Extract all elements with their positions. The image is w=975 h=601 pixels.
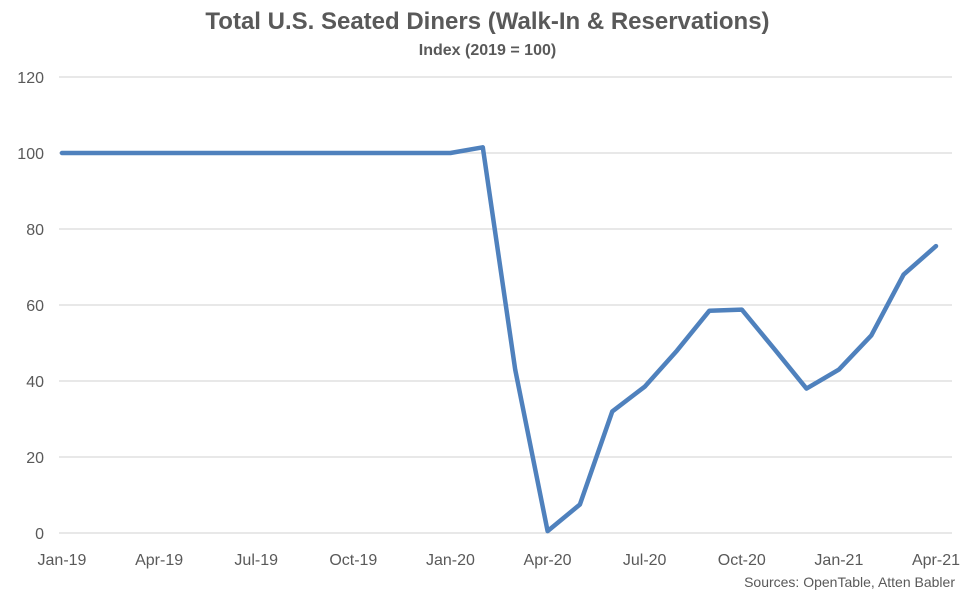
x-tick-label: Jan-20 [426,552,475,569]
series-layer [59,145,939,534]
y-tick-label: 60 [26,298,44,315]
y-tick-label: 20 [26,450,44,467]
x-tick-label: Apr-20 [524,552,572,569]
y-tick-label: 120 [17,70,44,87]
x-tick-label: Jan-21 [814,552,863,569]
chart-subtitle: Index (2019 = 100) [418,42,557,59]
x-tick-label: Oct-19 [329,552,377,569]
x-tick-label: Oct-20 [718,552,766,569]
x-axis-tick-labels: Jan-19 Apr-19 Jul-19 Oct-19 Jan-20 Apr-20 Jul-… [38,552,961,569]
chart-title: Total U.S. Seated Diners (Walk-In & Rese… [205,8,770,35]
x-tick-label: Apr-19 [135,552,183,569]
y-tick-label: 0 [35,526,44,543]
x-tick-label: Apr-21 [912,552,960,569]
y-axis-tick-labels: 0 20 40 60 80 100 120 [17,70,44,543]
y-tick-label: 40 [26,374,44,391]
x-tick-label: Jul-20 [623,552,667,569]
y-tick-label: 80 [26,222,44,239]
x-tick-label: Jul-19 [234,552,278,569]
source-note: Sources: OpenTable, Atten Babler [744,574,955,590]
series-line-0 [59,145,939,534]
x-tick-label: Jan-19 [38,552,87,569]
y-tick-label: 100 [17,146,44,163]
